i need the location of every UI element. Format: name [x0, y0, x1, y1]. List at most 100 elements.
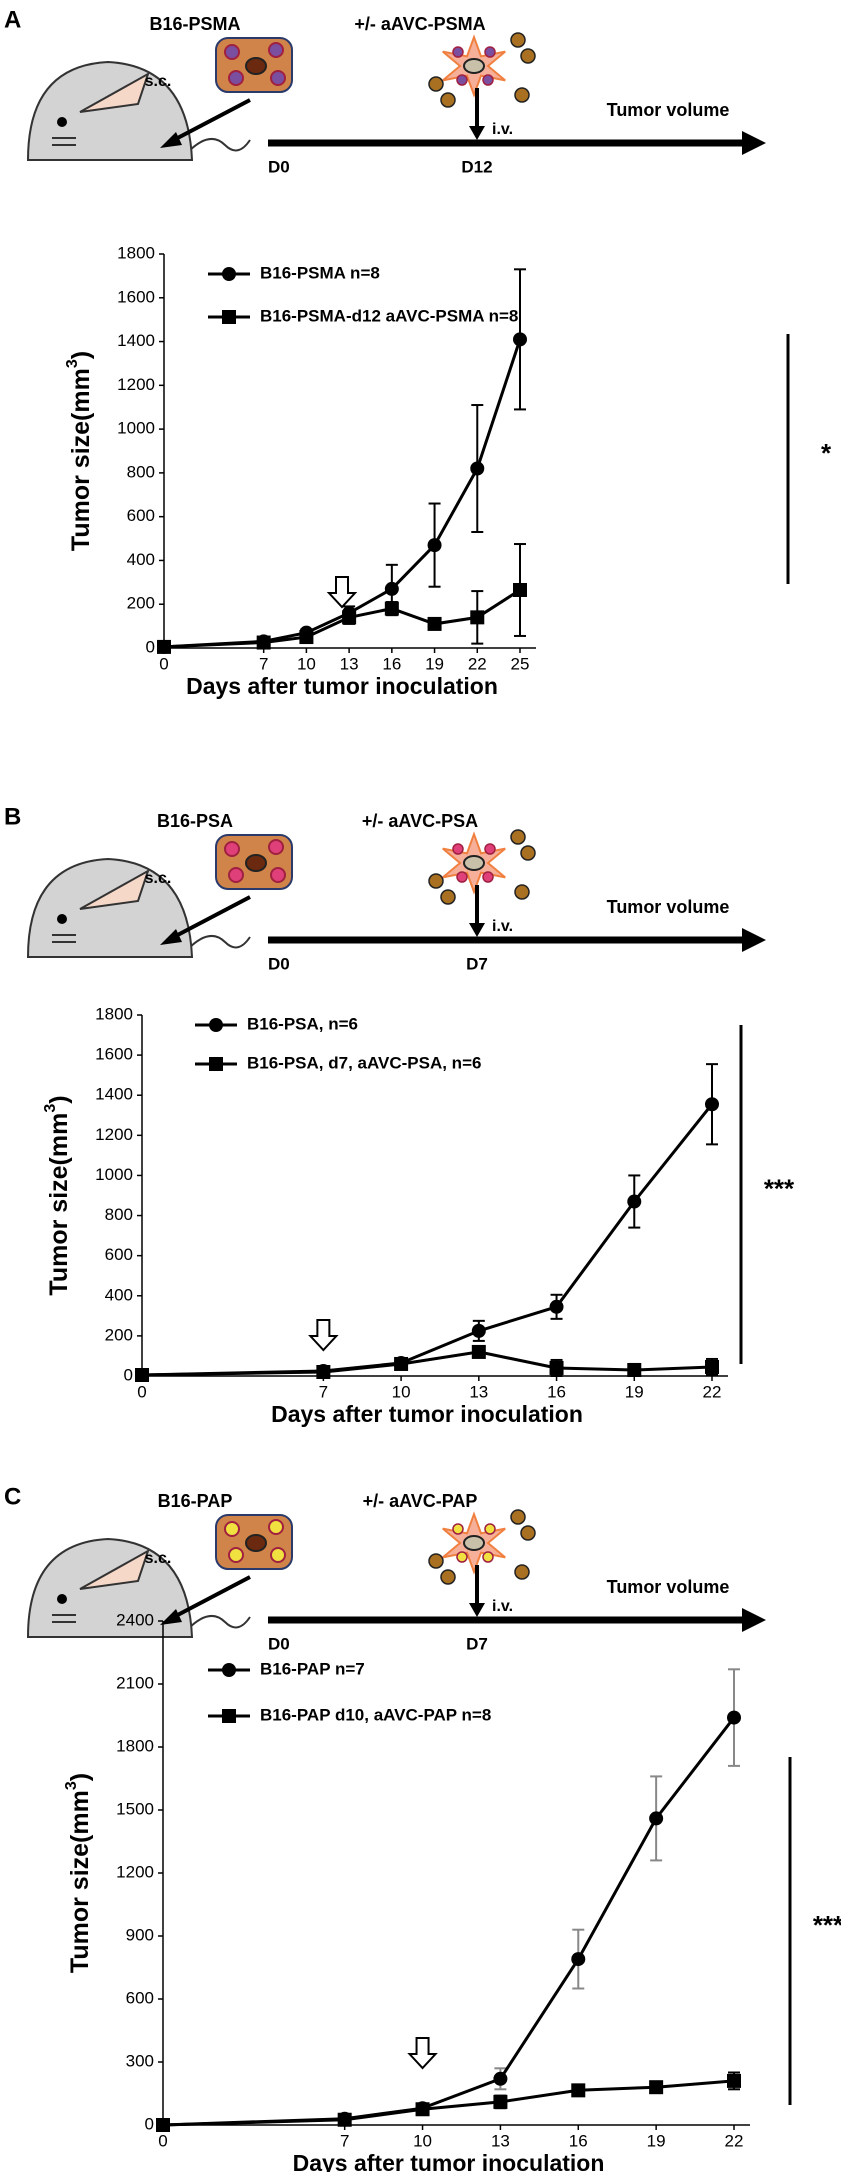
y-tick-label: 200: [127, 594, 155, 613]
data-point: [705, 1359, 719, 1374]
data-point: [627, 1194, 642, 1209]
day-label: D7: [466, 954, 488, 973]
cell-line-label: B16-PAP: [158, 1491, 233, 1511]
y-tick-label: 2400: [116, 1610, 154, 1629]
y-tick-label: 1000: [95, 1165, 133, 1184]
nkt-cell: [510, 1509, 526, 1525]
schematic: C B16-PAP s.c. +/- aAVC-PAP i.v. Tumor volume…: [4, 1483, 766, 1653]
legend-label: B16-PAP n=7: [260, 1659, 365, 1678]
nkt-cell: [514, 884, 530, 900]
y-tick-label: 1800: [95, 1004, 133, 1023]
data-point: [156, 2118, 170, 2132]
y-tick-label: 1800: [116, 1736, 154, 1755]
mouse-ear: [79, 71, 150, 113]
arrow-head: [469, 1603, 485, 1617]
panel-label: B: [4, 803, 21, 830]
x-tick-label: 19: [647, 2131, 666, 2150]
x-axis-label: Days after tumor inoculation: [186, 673, 498, 699]
nkt-cell: [440, 889, 456, 905]
dc-dot: [482, 1551, 494, 1563]
treatment-label: +/- aAVC-PSMA: [354, 14, 485, 34]
y-tick-label: 900: [126, 1925, 154, 1944]
panel-label: A: [4, 6, 21, 33]
y-tick-label: 600: [105, 1245, 133, 1264]
cell-dot: [224, 1521, 240, 1537]
y-axis-label: Tumor size(mm3): [63, 1773, 93, 1973]
significance-label: *: [821, 438, 832, 468]
injection-arrow: [169, 1575, 251, 1621]
x-tick-label: 22: [703, 1382, 722, 1401]
arrow-head: [160, 132, 182, 148]
cell-dot: [224, 841, 240, 857]
y-tick-label: 1400: [117, 331, 155, 350]
treatment-arrow: [407, 2037, 438, 2070]
x-tick-label: 0: [159, 654, 168, 673]
y-tick-label: 0: [124, 1365, 133, 1384]
cell-dot: [228, 867, 244, 883]
series-line: [141, 1350, 713, 1377]
data-point: [627, 1362, 642, 1377]
mouse-body: [26, 857, 194, 958]
data-point: [513, 582, 527, 597]
cell-dot: [268, 839, 284, 855]
cell-dot: [270, 1547, 286, 1563]
y-tick-label: 600: [127, 506, 155, 525]
data-point: [470, 461, 485, 476]
data-point: [727, 1710, 741, 1725]
cell-dot: [228, 1547, 244, 1563]
dc-dot: [484, 843, 496, 855]
legend-label: B16-PSMA n=8: [260, 263, 380, 282]
y-axis-label-part: ): [66, 1773, 94, 1781]
dc-dot: [452, 46, 464, 58]
data-point: [384, 601, 399, 616]
y-tick-label: 0: [146, 637, 155, 656]
y-tick-label: 400: [105, 1285, 133, 1304]
data-point: [316, 1364, 331, 1379]
data-point: [513, 332, 527, 347]
treatment-arrow: [308, 1319, 339, 1352]
x-tick-label: 0: [158, 2131, 167, 2150]
readout-label: Tumor volume: [607, 897, 730, 917]
mouse-tail: [187, 934, 251, 950]
y-tick-label: 1400: [95, 1085, 133, 1104]
y-tick-label: 1200: [117, 375, 155, 394]
data-point: [427, 538, 442, 553]
mouse-body: [26, 1537, 194, 1638]
data-point: [549, 1299, 564, 1314]
day-label: D0: [268, 1634, 290, 1653]
dc-nucleus: [463, 1535, 485, 1551]
x-tick-label: 0: [137, 1382, 146, 1401]
dc-dot: [484, 46, 496, 58]
legend-label: B16-PSMA-d12 aAVC-PSMA n=8: [260, 306, 518, 325]
nucleus: [245, 57, 267, 75]
nkt-cell: [510, 32, 526, 48]
route-label: i.v.: [492, 1598, 513, 1615]
data-point: [342, 610, 357, 625]
dc-dot: [482, 74, 494, 86]
mouse-tail: [187, 1614, 251, 1630]
mouse-body: [26, 60, 194, 161]
mouse-ear: [79, 868, 150, 910]
injection-arrow: [169, 895, 251, 941]
route-label: s.c.: [145, 73, 172, 90]
y-axis-label-part: 3: [42, 1104, 59, 1113]
route-label: i.v.: [492, 918, 513, 935]
series-line: [162, 2079, 735, 2127]
treatment-label: +/- aAVC-PSA: [362, 811, 478, 831]
nkt-cell: [428, 1553, 444, 1569]
significance-label: ***: [764, 1173, 795, 1203]
y-axis-label: Tumor size(mm3): [64, 351, 94, 551]
data-point: [471, 1323, 486, 1338]
data-point: [649, 1811, 664, 1826]
mouse-eye: [57, 117, 67, 127]
x-tick-label: 13: [491, 2131, 510, 2150]
y-tick-label: 1000: [117, 419, 155, 438]
cell-dot: [268, 1519, 284, 1535]
treatment-arrow: [326, 576, 358, 609]
treatment-label: +/- aAVC-PAP: [363, 1491, 478, 1511]
y-tick-label: 300: [126, 2051, 154, 2070]
data-point: [649, 2080, 664, 2095]
significance-label: ***: [813, 1910, 841, 1940]
y-axis-label-part: 3: [63, 1781, 80, 1790]
x-tick-label: 10: [297, 654, 316, 673]
